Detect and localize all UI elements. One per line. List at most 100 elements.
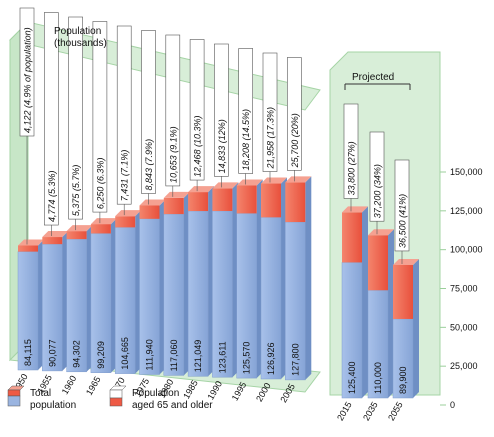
bar-1995: 125,570 [236,179,263,379]
aged-label-1960: 5,375 (5.7%) [68,16,83,231]
total-value-label: 117,060 [169,340,179,372]
bar-top [18,239,44,246]
callout-box [343,103,359,199]
bar-aged [261,183,281,218]
total-value-label: 126,926 [266,342,276,375]
aged-value-label: 18,208 (14.5%) [241,109,251,171]
legend-item: Population aged 65 and older [109,385,213,411]
total-value-label: 111,940 [145,339,155,370]
aged-value-label: 33,800 (27%) [347,141,357,195]
bar-top [188,186,215,193]
bar-1950: 84,115 [17,239,44,371]
aged-value-label: 37,200 (34%) [373,164,383,218]
total-value-label: 123,611 [217,341,227,373]
bar-2000: 126,926 [260,177,287,380]
aged-label-1995: 18,208 (14.5%) [238,48,253,185]
bar-2005: 127,800 [285,176,312,381]
legend-swatch-lower [7,395,21,407]
bar-aged [66,231,87,240]
bar-1960: 94,302 [66,225,93,373]
bar-top [393,258,419,265]
y-tick-label: 100,000 [450,245,483,255]
bar-aged [188,192,209,212]
aged-value-label: 5,375 (5.7%) [71,165,81,217]
bar-aged [368,235,388,291]
total-value-label: 84,115 [23,339,33,366]
bar-aged [90,224,111,234]
bar-aged [42,237,63,245]
bar-top [139,199,166,206]
bar-aged [115,216,136,228]
year-label: 2015 [335,400,354,422]
total-value-label: 104,665 [120,337,130,370]
aged-value-label: 4,122 (4.9% of population) [23,27,33,133]
bar-top [115,210,142,217]
y-axis: 150,000 125,000 100,000 75,000 50,000 25,000 0 [440,167,483,410]
year-label: 1985 [181,378,200,400]
aged-value-label: 10,653 (9.1%) [168,126,178,183]
bar-side [305,176,312,380]
bar-total [187,210,209,377]
bar-aged [342,212,362,263]
bar-2015: 125,400 [341,206,368,399]
bar-top [285,176,312,183]
aged-value-label: 7,431 (7.1%) [120,150,130,202]
projected-label: Projected [352,72,394,83]
aged-label-2055: 36,500 (41%) [394,159,410,264]
total-value-label: 125,570 [242,342,252,375]
aged-value-label: 21,958 (17.3%) [266,107,276,170]
aged-label-1990: 14,833 (12%) [214,43,229,188]
y-tick-label: 25,000 [450,361,478,371]
aged-value-label: 4,774 (5.3%) [47,171,57,223]
bar-side [413,258,419,398]
bar-top [66,225,93,232]
legend: Total population Population aged 65 and old… [7,385,213,411]
total-value-label: 90,077 [47,339,57,367]
bar-aged [163,197,184,215]
bar-1980: 117,060 [163,191,190,376]
aged-label-1965: 6,250 (6.3%) [92,21,108,224]
total-value-label: 110,000 [373,362,383,394]
aged-value-label: 25,700 (20%) [290,113,300,168]
bar-side [362,206,368,398]
aged-label-2035: 37,200 (34%) [369,131,385,235]
aged-value-label: 8,843 (7.9%) [144,139,154,191]
bar-aged [212,188,233,211]
bar-1970: 104,665 [114,210,142,374]
aged-label-1950: 4,122 (4.9% of population) [19,7,35,245]
aged-value-label: 36,500 (41%) [398,194,408,248]
total-value-label: 127,800 [290,343,300,376]
bar-aged [18,245,38,252]
bar-top [90,218,117,225]
bar-top [368,229,394,236]
bar-top [212,182,239,189]
bar-side [388,229,394,398]
legend-swatch-upper [7,389,21,397]
aged-value-label: 12,468 (10.3%) [193,116,203,178]
y-tick-label: 150,000 [450,167,483,177]
bar-top [42,231,69,238]
aged-value-label: 14,833 (12%) [217,119,227,173]
bar-top [261,177,287,184]
bar-top [236,179,263,186]
total-value-label: 99,209 [96,341,106,369]
legend-label: Population aged 65 and older [132,388,213,411]
projected-group: Projected [344,72,411,90]
bar-1985: 121,049 [187,186,215,377]
bars: 84,115 90,077 94,302 99,209 104,665 111,940 11… [17,176,419,399]
bar-total [17,251,39,371]
y-tick-label: 50,000 [450,322,478,332]
bar-top [342,206,368,213]
legend-swatch-upper [109,389,123,399]
aged-label-1985: 12,468 (10.3%) [189,39,205,192]
bar-1955: 90,077 [42,231,69,372]
aged-label-1970: 7,431 (7.1%) [116,25,132,216]
bar-2055: 89,900 [392,258,419,399]
legend-swatch-lower [109,397,123,407]
bar-aged [236,185,257,214]
y-tick-label: 0 [450,400,455,410]
top-labels: 4,122 (4.9% of population) 4,774 (5.3%) 5,… [19,7,410,264]
aged-label-1975: 8,843 (7.9%) [141,30,156,205]
aged-label-1980: 10,653 (9.1%) [165,34,181,197]
